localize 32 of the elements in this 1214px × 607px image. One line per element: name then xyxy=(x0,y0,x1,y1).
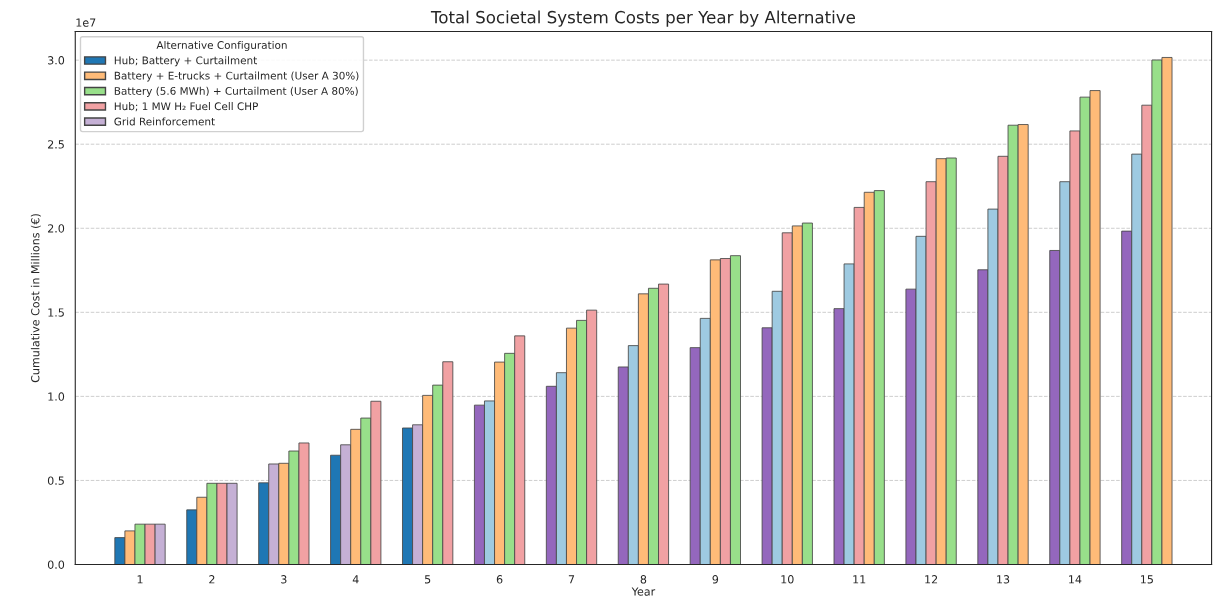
x-tick-label: 12 xyxy=(925,575,938,584)
y-tick-label: 1.0 xyxy=(48,392,65,401)
x-tick-label: 5 xyxy=(424,575,431,584)
legend-label: Hub; Battery + Curtailment xyxy=(114,56,257,67)
x-axis-title: Year xyxy=(631,587,656,596)
x-tick-label: 3 xyxy=(281,575,287,584)
x-tick-label: 1 xyxy=(137,575,143,584)
x-tick-label: 13 xyxy=(997,575,1010,584)
chart-title: Total Societal System Costs per Year by Alternative xyxy=(430,10,856,27)
x-tick-label: 8 xyxy=(640,575,647,584)
y-tick-label: 3.0 xyxy=(48,56,65,65)
x-tick-label: 9 xyxy=(712,575,719,584)
x-tick-label: 4 xyxy=(352,575,359,584)
y-tick-label: 0.0 xyxy=(47,560,65,569)
x-tick-label: 14 xyxy=(1069,575,1082,584)
y-tick-label: 1.5 xyxy=(48,308,64,317)
y-axis-title: Cumulative Cost in Millions (€) xyxy=(30,214,41,383)
legend-label: Battery + E-trucks + Curtailment (User A 30%) xyxy=(114,71,359,82)
x-tick-label: 6 xyxy=(496,575,503,584)
y-tick-label: 2.5 xyxy=(48,140,64,149)
x-tick-label: 15 xyxy=(1141,575,1153,584)
x-tick-label: 7 xyxy=(568,575,575,584)
text: 1e7 xyxy=(76,18,96,27)
x-tick-label: 2 xyxy=(209,575,215,584)
legend-label: Hub; 1 MW H₂ Fuel Cell CHP xyxy=(114,102,258,112)
y-tick-label: 2.0 xyxy=(48,224,65,233)
legend-label: Battery (5.6 MWh) + Curtailment (User A 80%) xyxy=(114,86,358,97)
y-tick-label: 0.5 xyxy=(47,476,64,485)
legend-title: Alternative Configuration xyxy=(156,40,287,52)
x-tick-label: 10 xyxy=(781,575,794,584)
x-tick-label: 11 xyxy=(853,575,866,584)
legend-label: Grid Reinforcement xyxy=(114,117,215,126)
